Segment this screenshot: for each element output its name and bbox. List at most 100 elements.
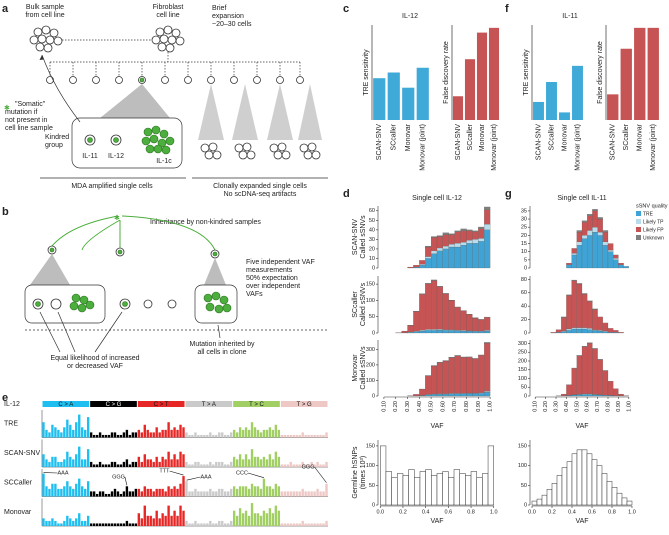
bar <box>283 491 286 497</box>
group-band <box>90 401 137 407</box>
bar <box>101 523 105 526</box>
x-tick-label: 0.80 <box>605 401 611 412</box>
bar <box>146 429 149 438</box>
bar <box>292 491 295 497</box>
bar <box>45 429 48 438</box>
group-band <box>280 401 328 407</box>
bar <box>101 464 105 467</box>
bar <box>107 523 111 526</box>
bar-segment <box>484 330 491 334</box>
bar <box>167 486 170 497</box>
bar <box>436 473 443 506</box>
bulk-cells <box>29 25 63 53</box>
y-tick-label: 15 <box>521 241 527 247</box>
bar <box>191 523 194 526</box>
bar <box>322 434 325 438</box>
bar <box>298 523 301 526</box>
bar <box>259 515 263 526</box>
bar <box>113 432 117 438</box>
bar <box>533 101 544 120</box>
bar <box>209 432 212 438</box>
bar <box>155 456 158 467</box>
bar-segment <box>448 244 455 248</box>
bar <box>173 454 176 467</box>
bar <box>86 515 90 526</box>
bar-segment <box>576 245 583 269</box>
axis-label: (times 10³) <box>360 456 367 489</box>
bar <box>232 486 236 497</box>
bar-segment <box>442 330 449 334</box>
bar-segment <box>442 245 449 250</box>
bar <box>274 505 278 526</box>
chart-title: Single cell IL-12 <box>412 195 462 202</box>
bar <box>137 488 141 497</box>
bar <box>197 523 200 526</box>
bar-segment <box>597 217 603 220</box>
x-tick-label: 0.10 <box>533 401 539 412</box>
bar-segment <box>571 279 577 281</box>
label: Equal likelihood of increased <box>50 355 139 362</box>
bar <box>238 508 242 526</box>
bar <box>203 464 206 467</box>
bar <box>482 473 489 506</box>
bar <box>140 518 143 526</box>
bar <box>244 486 248 497</box>
bar <box>95 464 99 467</box>
y-tick-label: 30 <box>521 217 527 223</box>
bar <box>188 434 191 438</box>
y-tick-label: 100 <box>518 463 527 469</box>
bar <box>218 461 221 467</box>
bar <box>322 491 325 497</box>
label: Brief <box>212 5 226 12</box>
bar <box>307 523 310 526</box>
bar <box>125 520 129 526</box>
label: VAFs <box>246 291 263 298</box>
x-tick-label: 0.4 <box>422 509 430 515</box>
y-tick-label: 200 <box>366 362 375 368</box>
bar <box>63 486 66 497</box>
bar <box>235 432 239 438</box>
bar <box>325 483 328 497</box>
label: Bulk sample <box>26 4 64 11</box>
y-tick-label: 50 <box>369 314 375 320</box>
bar <box>212 434 215 438</box>
bar-segment <box>571 394 577 397</box>
bar-segment <box>587 301 593 329</box>
label: or decreased VAF <box>67 363 123 370</box>
bar-segment <box>607 243 614 251</box>
bar <box>206 523 209 526</box>
bar <box>283 464 286 467</box>
bar <box>229 488 233 497</box>
x-tick-label: SCAN-SNV <box>610 124 617 161</box>
bar <box>212 464 215 467</box>
bar-segment <box>587 235 593 269</box>
bar <box>60 432 63 438</box>
bar <box>277 510 281 526</box>
bar-segment <box>602 395 609 397</box>
bar <box>179 505 182 526</box>
bar <box>265 486 269 497</box>
axis-label: False discovery rate <box>443 41 450 104</box>
bar <box>98 523 102 526</box>
bar <box>146 488 149 497</box>
bar <box>262 456 266 467</box>
bar <box>277 486 281 497</box>
bar <box>227 434 230 438</box>
bar-segment <box>587 230 593 236</box>
x-tick-label: 0.6 <box>445 509 453 515</box>
bar <box>173 427 176 438</box>
bar-segment <box>419 260 426 265</box>
bar <box>78 513 81 526</box>
bar <box>188 491 191 497</box>
bar <box>146 515 149 526</box>
bar <box>51 518 54 526</box>
bar-segment <box>613 332 619 334</box>
bar <box>280 464 284 467</box>
bar <box>89 523 93 526</box>
bar <box>146 459 149 467</box>
bar <box>173 510 176 526</box>
bar <box>191 464 194 467</box>
bar-segment <box>442 234 449 247</box>
bar <box>280 523 284 526</box>
bar-segment <box>466 243 473 269</box>
